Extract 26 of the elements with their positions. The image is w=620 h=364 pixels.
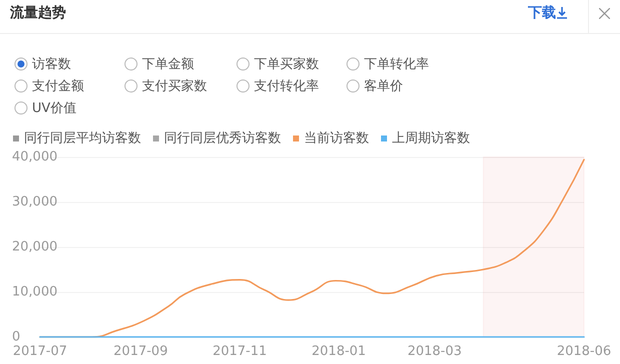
text: 支付买家数 (142, 78, 207, 95)
x-tick-label: 2017-07 (12, 344, 68, 359)
x-tick-label: 2018-01 (312, 344, 366, 359)
legend-label: 同行同层平均访客数 (24, 130, 141, 146)
text: 下单金额 (142, 56, 194, 73)
y-tick-label: 40,000 (12, 150, 58, 164)
chart-title: 流量趋势 (10, 4, 66, 22)
text: 访客数 (32, 56, 71, 73)
y-tick-label: 0 (12, 330, 20, 344)
text: 下载 (528, 4, 556, 22)
legend-label: 当前访客数 (304, 130, 369, 146)
text: 下单转化率 (364, 56, 429, 73)
text: UV价值 (32, 100, 76, 117)
text: 支付转化率 (254, 78, 319, 95)
legend-label: 同行同层优秀访客数 (164, 130, 281, 146)
text: 支付金额 (32, 78, 84, 95)
x-tick-label: 2017-11 (212, 344, 267, 359)
y-tick-label: 30,000 (12, 194, 58, 210)
x-tick-label: 2018-06 (556, 344, 612, 359)
x-tick-label: 2018-03 (407, 344, 462, 359)
text: 下单买家数 (254, 56, 319, 73)
x-tick-label: 2017-09 (114, 344, 168, 359)
y-tick-label: 20,000 (12, 240, 58, 254)
y-tick-label: 10,000 (12, 284, 58, 300)
legend-label: 上周期访客数 (392, 130, 470, 146)
text: 客单价 (364, 78, 403, 95)
